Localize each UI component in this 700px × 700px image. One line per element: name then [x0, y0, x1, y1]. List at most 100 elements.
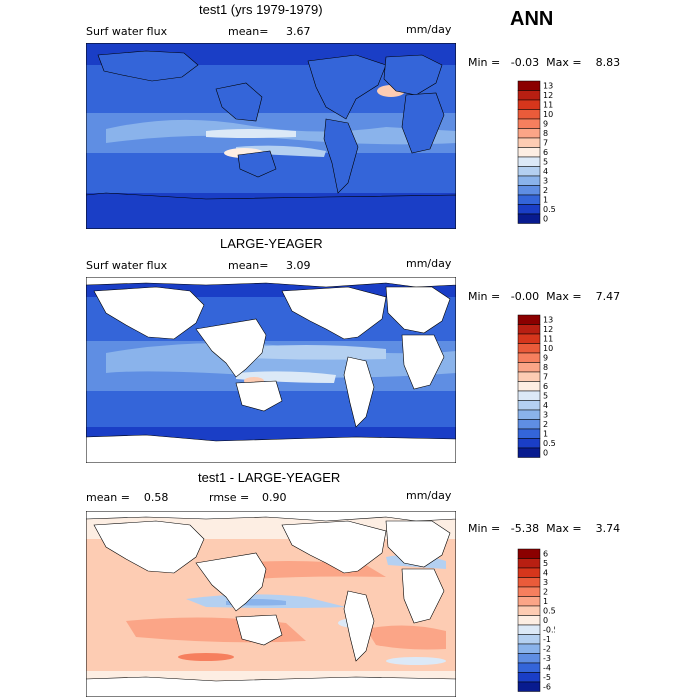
- colorbar-swatch: [517, 615, 541, 626]
- panel1-title: test1 (yrs 1979-1979): [199, 2, 323, 17]
- panel3-min-max: Min = -5.38 Max = 3.74: [468, 522, 621, 535]
- colorbar-tick-label: -0.5: [543, 626, 555, 635]
- colorbar-tick-label: 3: [543, 177, 548, 186]
- colorbar-swatch: [517, 567, 541, 578]
- colorbar-swatch: [517, 643, 541, 654]
- colorbar-tick-label: -2: [543, 645, 551, 654]
- colorbar-tick-label: 2: [543, 186, 548, 195]
- colorbar-swatch: [517, 185, 541, 196]
- colorbar-tick-label: 0.5: [543, 205, 555, 214]
- colorbar-swatch: [517, 137, 541, 148]
- colorbar-swatch: [517, 548, 541, 559]
- colorbar-swatch: [517, 662, 541, 673]
- colorbar-swatch: [517, 390, 541, 401]
- panel3-mean-label: mean = 0.58: [86, 491, 169, 504]
- colorbar-tick-label: 9: [543, 120, 548, 129]
- colorbar-tick-label: 1: [543, 430, 548, 439]
- panel3-units: mm/day: [406, 489, 452, 502]
- colorbar-tick-label: 12: [543, 325, 553, 334]
- panel3-rmse-label: rmse =: [209, 491, 250, 504]
- colorbar-tick-label: 7: [543, 373, 548, 382]
- panel1-mean-label: mean=: [228, 25, 269, 38]
- colorbar-swatch: [517, 577, 541, 588]
- colorbar-swatch: [517, 352, 541, 363]
- panel1-map: [86, 43, 456, 229]
- colorbar-tick-label: -5: [543, 673, 551, 682]
- colorbar-tick-label: 1: [543, 597, 548, 606]
- colorbar-tick-label: 4: [543, 167, 548, 176]
- colorbar-swatch: [517, 213, 541, 224]
- panel2-units: mm/day: [406, 257, 452, 270]
- colorbar-swatch: [517, 605, 541, 616]
- panel3-title: test1 - LARGE-YEAGER: [198, 470, 341, 485]
- colorbar-tick-label: 4: [543, 401, 548, 410]
- panel1-min-max: Min = -0.03 Max = 8.83: [468, 56, 621, 69]
- colorbar-swatch: [517, 343, 541, 354]
- colorbar-tick-label: 10: [543, 110, 553, 119]
- colorbar-tick-label: -6: [543, 683, 551, 692]
- colorbar-tick-label: 13: [543, 82, 553, 91]
- colorbar-swatch: [517, 175, 541, 186]
- panel3-rmse-value: 0.90: [262, 491, 287, 504]
- colorbar-swatch: [517, 653, 541, 664]
- colorbar-tick-label: 11: [543, 101, 553, 110]
- colorbar-swatch: [517, 90, 541, 101]
- colorbar-tick-label: 0.5: [543, 607, 555, 616]
- colorbar-tick-label: 3: [543, 578, 548, 587]
- colorbar-tick-label: 7: [543, 139, 548, 148]
- colorbar-swatch: [517, 118, 541, 129]
- colorbar-tick-label: 8: [543, 363, 548, 372]
- colorbar-swatch: [517, 381, 541, 392]
- panel1-units: mm/day: [406, 23, 452, 36]
- colorbar-tick-label: 1: [543, 196, 548, 205]
- colorbar-swatch: [517, 80, 541, 91]
- panel2-map: [86, 277, 456, 463]
- colorbar-swatch: [517, 99, 541, 110]
- panel2-mean-value: 3.09: [286, 259, 311, 272]
- colorbar-swatch: [517, 681, 541, 692]
- panel2-min-max: Min = -0.00 Max = 7.47: [468, 290, 621, 303]
- colorbar-swatch: [517, 672, 541, 683]
- colorbar-swatch: [517, 428, 541, 439]
- colorbar-swatch: [517, 314, 541, 325]
- colorbar-swatch: [517, 624, 541, 635]
- colorbar-swatch: [517, 194, 541, 205]
- colorbar-tick-label: 5: [543, 158, 548, 167]
- colorbar-swatch: [517, 204, 541, 215]
- panel1-variable-label: Surf water flux: [86, 25, 168, 38]
- panel2-mean-label: mean=: [228, 259, 269, 272]
- colorbar-tick-label: 13: [543, 316, 553, 325]
- colorbar-tick-label: -4: [543, 664, 551, 673]
- colorbar-swatch: [517, 147, 541, 158]
- colorbar-swatch: [517, 166, 541, 177]
- colorbar-tick-label: 0: [543, 449, 548, 458]
- colorbar-tick-label: 10: [543, 344, 553, 353]
- colorbar-swatch: [517, 419, 541, 430]
- colorbar-swatch: [517, 362, 541, 373]
- colorbar-tick-label: 0.5: [543, 439, 555, 448]
- colorbar-tick-label: 11: [543, 335, 553, 344]
- colorbar-swatch: [517, 156, 541, 167]
- colorbar-tick-label: 5: [543, 392, 548, 401]
- colorbar-tick-label: 0: [543, 616, 548, 625]
- colorbar-tick-label: 2: [543, 420, 548, 429]
- colorbar-swatch: [517, 109, 541, 120]
- colorbar-swatch: [517, 596, 541, 607]
- colorbar-tick-label: 6: [543, 550, 548, 559]
- panel1-mean-value: 3.67: [286, 25, 311, 38]
- colorbar-tick-label: 0: [543, 215, 548, 224]
- colorbar-swatch: [517, 400, 541, 411]
- colorbar-tick-label: -3: [543, 654, 551, 663]
- colorbar-tick-label: 4: [543, 569, 548, 578]
- colorbar-swatch: [517, 409, 541, 420]
- colorbar-tick-label: 5: [543, 559, 548, 568]
- colorbar-swatch: [517, 634, 541, 645]
- colorbar-tick-label: 2: [543, 588, 548, 597]
- colorbar-tick-label: 3: [543, 411, 548, 420]
- colorbar-tick-label: 8: [543, 129, 548, 138]
- colorbar-swatch: [517, 438, 541, 449]
- season-label: ANN: [510, 8, 554, 30]
